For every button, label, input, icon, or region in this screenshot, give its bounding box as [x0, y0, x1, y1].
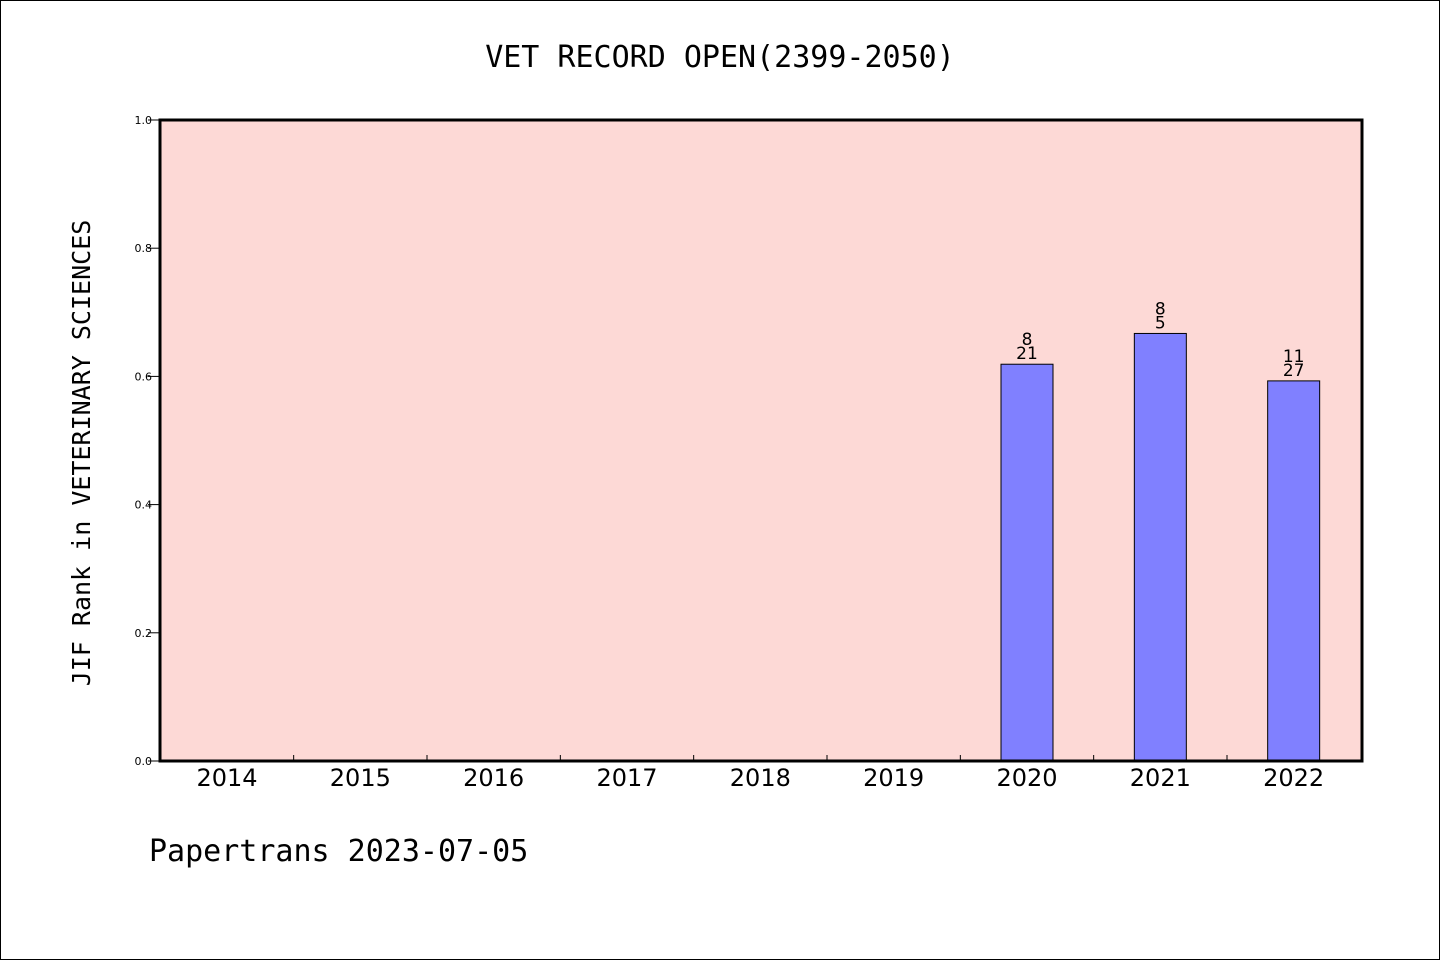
y-tick-label: 0.6	[135, 370, 153, 383]
y-axis-ticks: 0.0 0.2 0.4 0.6 0.8 1.0	[135, 114, 160, 768]
x-tick-label: 2021	[1130, 764, 1191, 792]
y-tick-label: 0.0	[135, 755, 153, 768]
bar-2022	[1267, 380, 1321, 762]
x-axis-ticks: 2014 2015 2016 2017 2018 2019 2020 2021 2022	[196, 755, 1324, 792]
bar-label-rank: 8	[1022, 330, 1033, 350]
y-tick-label: 1.0	[135, 114, 153, 127]
chart-title: VET RECORD OPEN(2399-2050)	[485, 40, 955, 75]
plot-border	[158, 118, 1364, 763]
bar-label-rank: 11	[1283, 347, 1305, 367]
y-tick-label: 0.8	[135, 242, 153, 255]
bar-2020	[1000, 363, 1054, 762]
footer-credit: Papertrans 2023-07-05	[149, 834, 529, 869]
x-tick-label: 2015	[330, 764, 391, 792]
x-tick-label: 2018	[730, 764, 791, 792]
x-tick-label: 2014	[196, 764, 257, 792]
bar-label-total: 5	[1155, 313, 1166, 333]
bar-label-rank: 8	[1155, 299, 1166, 319]
x-tick-label: 2016	[463, 764, 524, 792]
bar-2021	[1133, 332, 1187, 762]
bar-label-total: 21	[1016, 344, 1038, 364]
y-tick-label: 0.2	[135, 627, 153, 640]
x-tick-label: 2022	[1263, 764, 1324, 792]
x-tick-label: 2017	[596, 764, 657, 792]
y-tick-label: 0.4	[135, 499, 153, 512]
x-tick-label: 2020	[996, 764, 1057, 792]
x-tick-label: 2019	[863, 764, 924, 792]
bar-label-total: 27	[1283, 361, 1305, 381]
y-axis-label: JIF Rank in VETERINARY SCIENCES	[67, 220, 96, 687]
bars-group	[1000, 332, 1321, 762]
